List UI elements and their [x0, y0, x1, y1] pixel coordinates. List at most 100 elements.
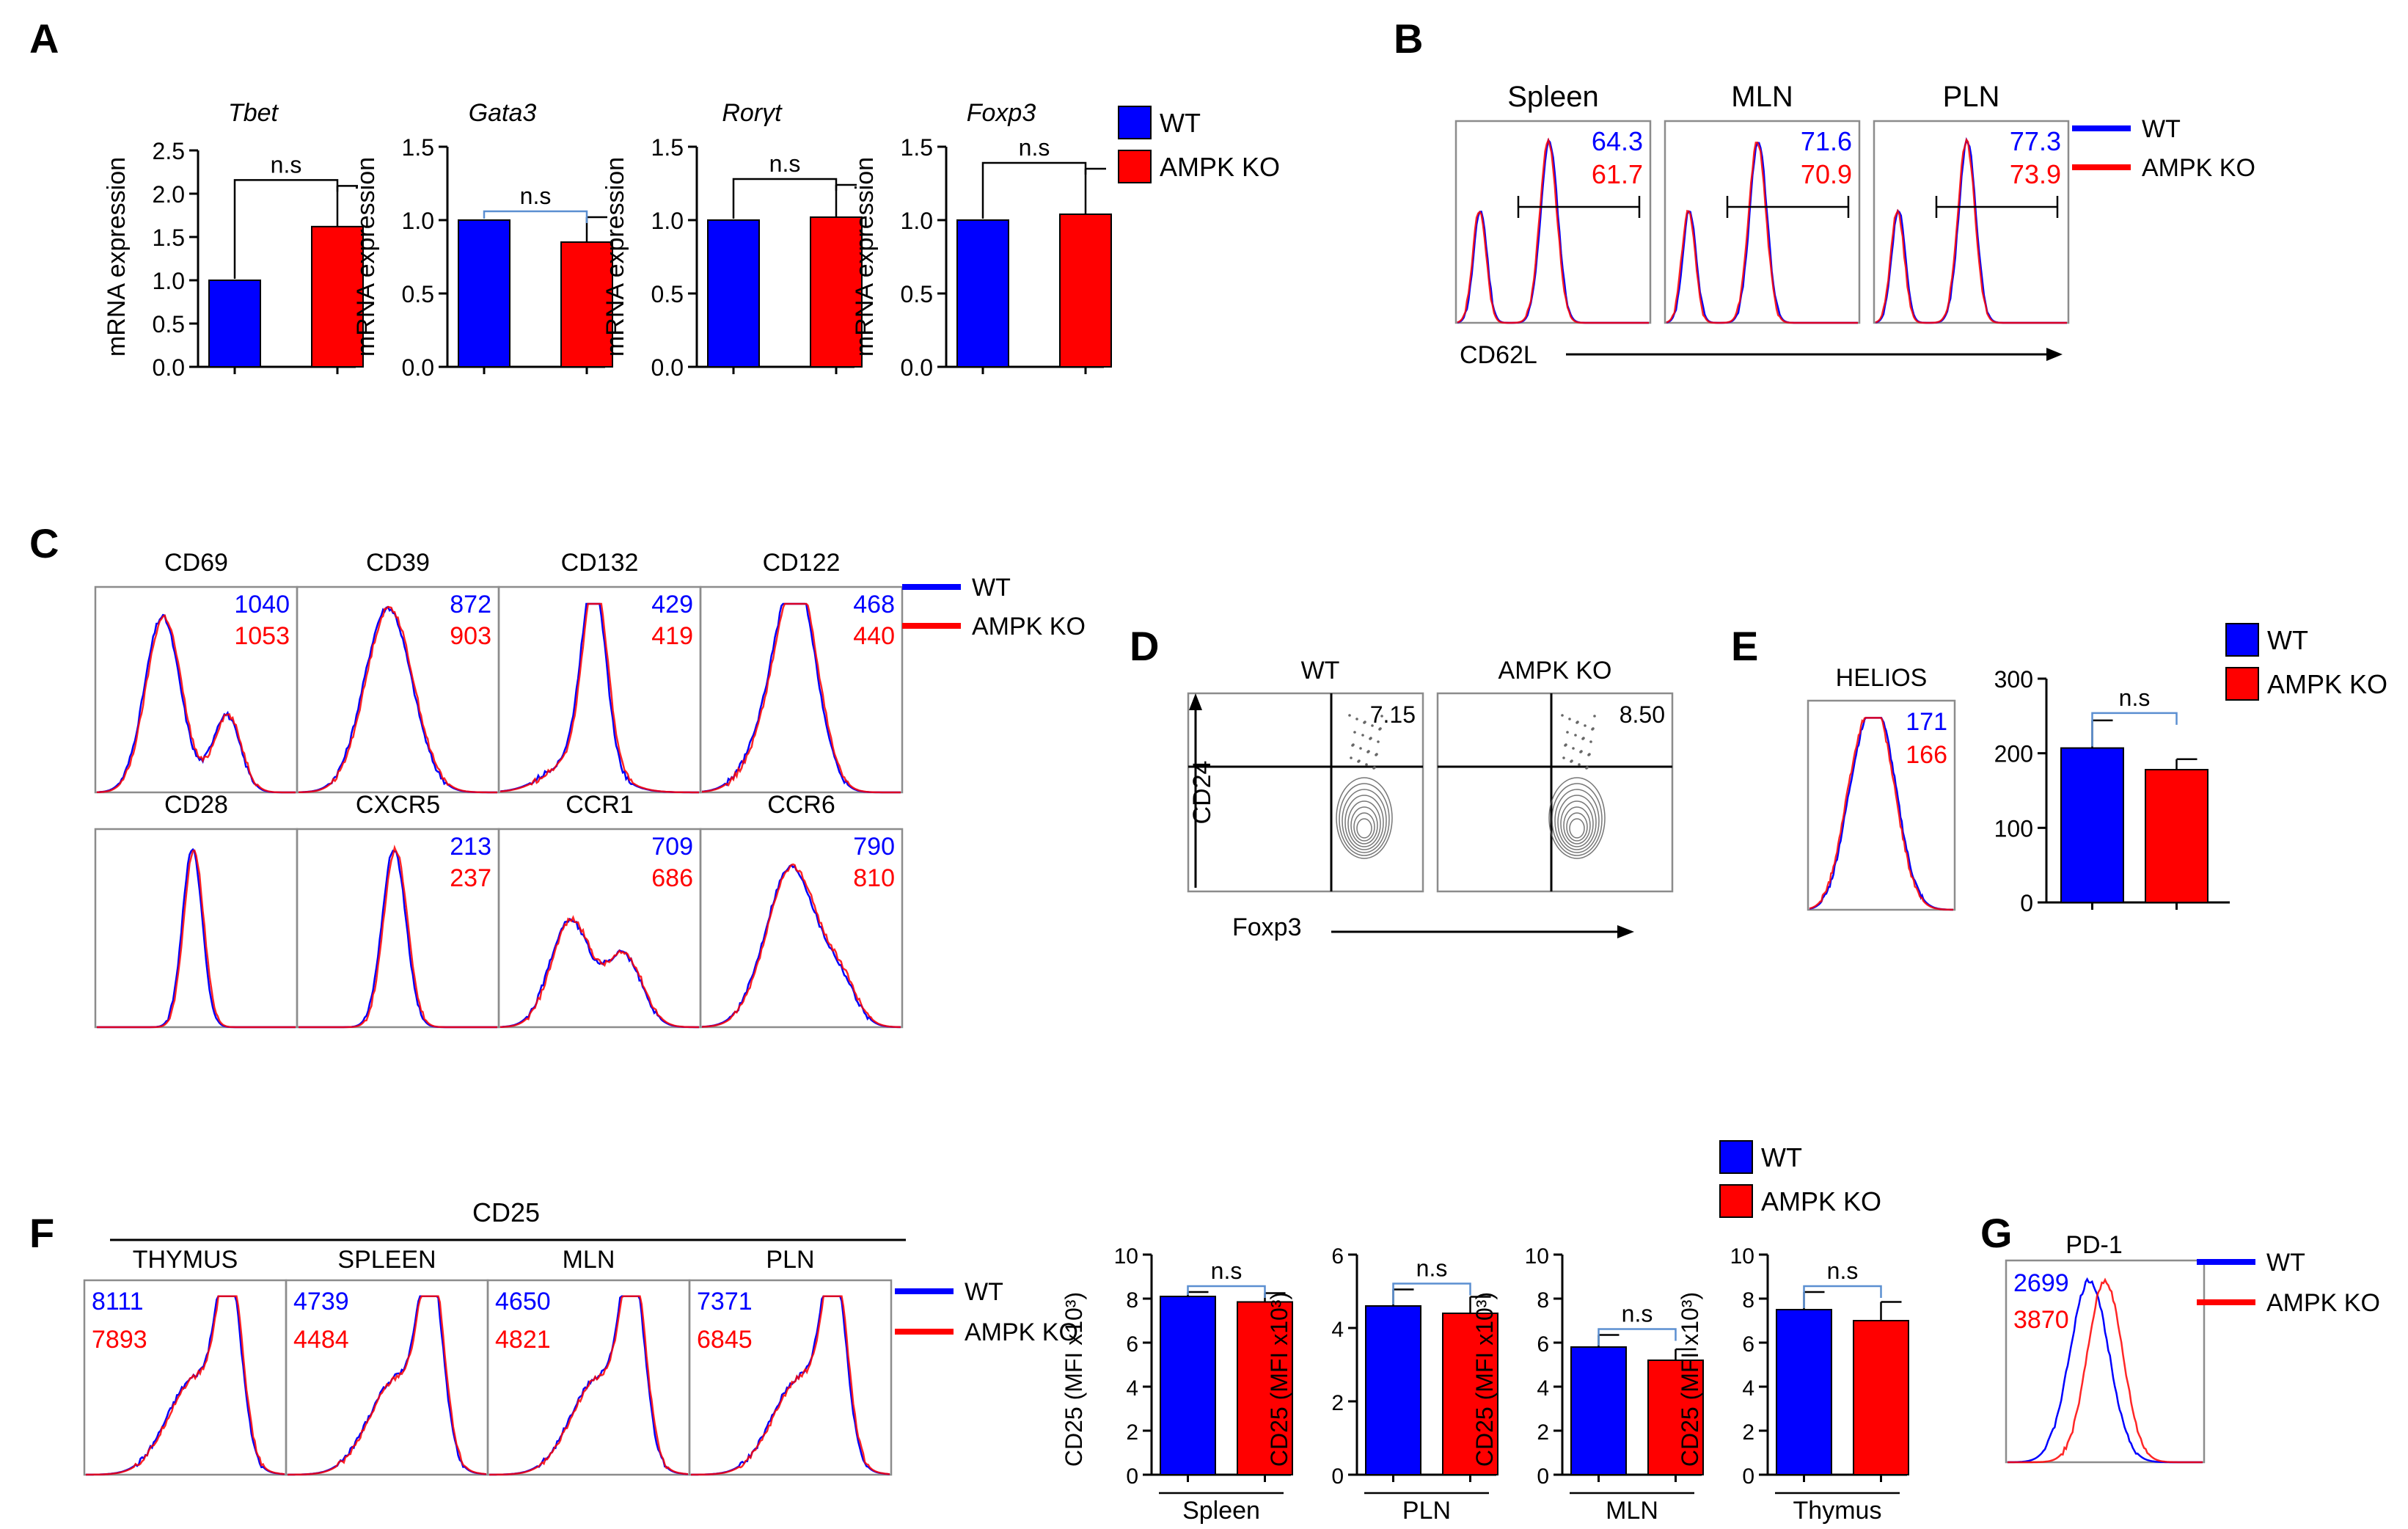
legend-ko-label: AMPK KO — [2267, 669, 2387, 699]
ko-histogram-curve — [287, 1295, 487, 1476]
y-tick-label: 10 — [1730, 1244, 1754, 1269]
contour-dot — [1579, 751, 1582, 753]
histogram-title: CD39 — [366, 549, 430, 577]
contour-title: AMPK KO — [1498, 657, 1612, 685]
y-tick-label: 0.0 — [402, 354, 434, 381]
legend-wt-label: WT — [2267, 625, 2308, 655]
ko-value: 1053 — [234, 622, 290, 650]
contour-dot — [1361, 734, 1364, 737]
significance-label: n.s — [1416, 1255, 1448, 1282]
y-tick-label: 1.0 — [153, 268, 185, 294]
y-axis-arrowhead — [1189, 693, 1202, 710]
histogram-frame — [688, 1279, 893, 1476]
bar-chart-title: Tbet — [228, 99, 279, 127]
contour-title: WT — [1301, 657, 1340, 685]
x-axis-label: Thymus — [1793, 1497, 1882, 1525]
contour-dot — [1576, 721, 1578, 724]
contour-ring — [1563, 806, 1591, 844]
significance-label: n.s — [1019, 134, 1050, 161]
ko-bar — [560, 241, 613, 368]
wt-value: 171 — [1906, 708, 1947, 736]
histogram-title: CD132 — [561, 549, 639, 577]
histogram-title: PD-1 — [2065, 1231, 2122, 1259]
wt-value: 872 — [450, 591, 491, 618]
bar-chart-title: Gata3 — [469, 99, 537, 127]
y-axis-label: CD25 (MFI x10³) — [1471, 1292, 1498, 1467]
legend-ko-label: AMPK KO — [972, 613, 1086, 641]
ko-histogram-curve — [299, 844, 497, 1029]
ko-value: 810 — [853, 864, 895, 892]
wt-bar — [956, 219, 1009, 368]
contour-ring — [1339, 783, 1390, 856]
ko-bar — [1853, 1320, 1909, 1475]
y-tick-label: 1.5 — [901, 134, 933, 161]
panel-letter-F: F — [29, 1210, 54, 1256]
y-tick-label: 10 — [1525, 1244, 1549, 1269]
ko-value: 903 — [450, 622, 491, 650]
y-axis-label: CD25 (MFI x10³) — [1677, 1292, 1703, 1467]
ko-bar — [810, 216, 863, 368]
y-tick-label: 6 — [1742, 1332, 1754, 1357]
legend-wt-label: WT — [1761, 1142, 1802, 1172]
y-tick-label: 2.5 — [153, 138, 185, 164]
y-tick-label: 2 — [1742, 1420, 1754, 1445]
contour-frame — [1187, 692, 1424, 893]
contour-dot — [1365, 763, 1368, 766]
x-axis-arrowhead — [1617, 925, 1634, 938]
legend-ko-label: AMPK KO — [965, 1318, 1078, 1346]
y-axis-label: CD25 (MFI x10³) — [1061, 1292, 1087, 1467]
significance-bracket — [2091, 712, 2178, 747]
panel-letter-G: G — [1980, 1210, 2013, 1256]
histogram-title: CXCR5 — [356, 791, 440, 819]
legend-wt-label: WT — [2266, 1249, 2305, 1277]
ko-value: 166 — [1906, 741, 1947, 769]
contour-dot — [1568, 718, 1571, 720]
ko-histogram-curve — [1666, 142, 1858, 324]
histogram-title: PLN — [1943, 81, 2000, 113]
contour-ring — [1566, 812, 1588, 842]
contour-ring — [1342, 789, 1387, 853]
contour-dot — [1584, 724, 1587, 727]
significance-label: n.s — [769, 150, 801, 177]
y-tick-label: 1.5 — [651, 134, 684, 161]
ko-value: 237 — [450, 864, 491, 892]
panel-letter-C: C — [29, 520, 59, 566]
legend-ko-label: AMPK KO — [1160, 152, 1280, 182]
histogram-title: Spleen — [1507, 81, 1599, 113]
wt-bar — [1160, 1296, 1216, 1475]
legend-wt-line — [2072, 125, 2131, 131]
contour-dot — [1380, 715, 1383, 718]
legend-wt-label: WT — [972, 574, 1011, 602]
histogram-title: CD69 — [164, 549, 228, 577]
contour-ring — [1569, 818, 1585, 839]
y-tick-label: 2 — [1537, 1420, 1549, 1445]
legend-wt-line — [2197, 1259, 2255, 1265]
contour-dot — [1363, 721, 1366, 724]
panel-letter-B: B — [1394, 15, 1423, 62]
contour-dot — [1578, 763, 1581, 766]
y-tick-label: 0.5 — [402, 281, 434, 307]
y-tick-label: 0.0 — [901, 354, 933, 381]
wt-histogram-curve — [86, 1295, 285, 1476]
wt-value: 64.3 — [1592, 126, 1643, 156]
y-axis-label: mRNA expression — [601, 157, 629, 357]
y-tick-label: 0.5 — [153, 311, 185, 337]
contour-ring — [1554, 789, 1600, 853]
histogram-frame — [1664, 120, 1861, 324]
contour-dot — [1572, 747, 1575, 750]
y-axis-label: mRNA expression — [851, 157, 879, 357]
y-tick-label: 2.0 — [153, 181, 185, 208]
legend-wt-label: WT — [2142, 115, 2181, 143]
ko-value: 3870 — [2013, 1306, 2069, 1334]
ko-value: 7893 — [92, 1326, 147, 1354]
ko-histogram-curve — [499, 915, 699, 1029]
quadrant-percent: 7.15 — [1370, 701, 1416, 728]
histogram-frame — [1873, 120, 2070, 324]
y-tick-label: 0.5 — [651, 281, 684, 307]
contour-dot — [1366, 751, 1369, 753]
y-tick-label: 6 — [1331, 1244, 1344, 1269]
y-tick-label: 4 — [1331, 1318, 1344, 1342]
y-tick-label: 300 — [1994, 666, 2033, 693]
wt-value: 77.3 — [2010, 126, 2061, 156]
